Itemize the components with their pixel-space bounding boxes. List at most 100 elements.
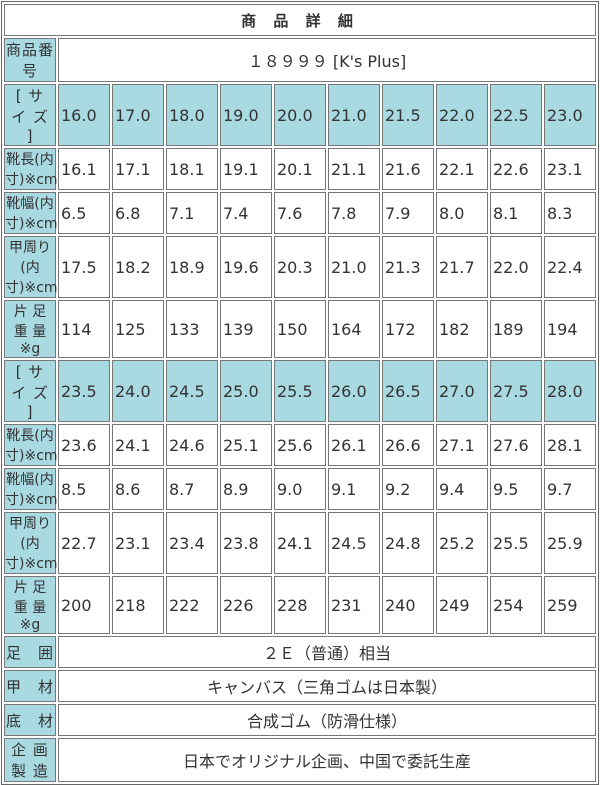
measurement-label: 片 足 重 量 ※g (4, 576, 56, 634)
measurement-label: 甲周り(内寸)※cm (4, 512, 58, 574)
detail-row: 企 画 製 造日本でオリジナル企画、中国で委託生産 (4, 738, 596, 782)
measurement-cell: 23.4 (166, 512, 218, 574)
measurement-cell: 26.6 (382, 424, 434, 466)
detail-row: 足 囲 ２Ｅ（普通）相当 (4, 636, 596, 668)
detail-value: ２Ｅ（普通）相当 (58, 636, 596, 668)
measurement-cell: 139 (220, 300, 272, 358)
measurement-label: 甲周り(内寸)※cm (4, 236, 58, 298)
measurement-cell: 21.1 (328, 148, 380, 190)
measurement-cell: 200 (58, 576, 110, 634)
measurement-cell: 26.1 (328, 424, 380, 466)
measurement-cell: 9.1 (328, 468, 380, 510)
measurement-cell: 22.0 (490, 236, 542, 298)
measurement-cell: 249 (436, 576, 488, 634)
measurement-cell: 8.1 (490, 192, 542, 234)
size-cell: 21.0 (328, 84, 380, 146)
product-number-value: １８９９９ [K's Plus] (58, 38, 596, 82)
measurement-cell: 7.6 (274, 192, 326, 234)
measurement-label: 靴幅(内寸)※cm (4, 468, 58, 510)
measurement-cell: 114 (58, 300, 110, 358)
measurement-label: 靴長(内寸)※cm (4, 424, 58, 466)
measurement-cell: 222 (166, 576, 218, 634)
measurement-cell: 6.5 (58, 192, 110, 234)
detail-label: 甲 材 (4, 670, 56, 702)
measurement-row: 甲周り(内寸)※cm 17.5 18.2 18.9 19.6 20.3 21.0 21.3 21… (4, 236, 596, 298)
size-cell: 25.0 (220, 360, 272, 422)
size-cell: 27.5 (490, 360, 542, 422)
size-cell: 23.5 (58, 360, 110, 422)
measurement-row: 靴長(内寸)※cm 23.6 24.1 24.6 25.1 25.6 26.1 26.6 27.… (4, 424, 596, 466)
measurement-cell: 7.1 (166, 192, 218, 234)
measurement-cell: 9.4 (436, 468, 488, 510)
measurement-cell: 27.6 (490, 424, 542, 466)
measurement-cell: 25.6 (274, 424, 326, 466)
detail-label: 足 囲 (4, 636, 56, 668)
measurement-cell: 19.6 (220, 236, 272, 298)
measurement-cell: 150 (274, 300, 326, 358)
product-number-row: 商品番号 １８９９９ [K's Plus] (4, 38, 596, 82)
detail-label: 企 画 製 造 (4, 738, 56, 782)
size-cell: 22.5 (490, 84, 542, 146)
measurement-cell: 21.6 (382, 148, 434, 190)
measurement-cell: 24.8 (382, 512, 434, 574)
measurement-cell: 22.7 (58, 512, 110, 574)
measurement-cell: 164 (328, 300, 380, 358)
measurement-cell: 8.7 (166, 468, 218, 510)
size-cell: 25.5 (274, 360, 326, 422)
table-title: 商 品 詳 細 (4, 4, 596, 36)
measurement-cell: 24.1 (274, 512, 326, 574)
measurement-cell: 19.1 (220, 148, 272, 190)
size-cell: 21.5 (382, 84, 434, 146)
detail-value: 合成ゴム（防滑仕様） (58, 704, 596, 736)
measurement-cell: 172 (382, 300, 434, 358)
measurement-cell: 182 (436, 300, 488, 358)
measurement-cell: 17.5 (58, 236, 110, 298)
measurement-cell: 21.7 (436, 236, 488, 298)
measurement-row: 靴幅(内寸)※cm 8.5 8.6 8.7 8.9 9.0 9.1 9.2 9.4 9.5 9.7 (4, 468, 596, 510)
measurement-cell: 23.1 (544, 148, 596, 190)
measurement-row: 靴長(内寸)※cm 16.1 17.1 18.1 19.1 20.1 21.1 21.6 22.… (4, 148, 596, 190)
size-cell: 17.0 (112, 84, 164, 146)
title-row: 商 品 詳 細 (4, 4, 596, 36)
measurement-cell: 7.9 (382, 192, 434, 234)
measurement-label: 靴長(内寸)※cm (4, 148, 58, 190)
measurement-cell: 189 (490, 300, 542, 358)
measurement-cell: 259 (544, 576, 596, 634)
measurement-cell: 231 (328, 576, 380, 634)
measurement-cell: 18.2 (112, 236, 164, 298)
measurement-cell: 21.0 (328, 236, 380, 298)
measurement-cell: 226 (220, 576, 272, 634)
detail-label: 底 材 (4, 704, 56, 736)
measurement-cell: 8.6 (112, 468, 164, 510)
measurement-cell: 218 (112, 576, 164, 634)
measurement-row: 片 足 重 量 ※g 200 218 222 226 228 231 240 249 254 259 (4, 576, 596, 634)
measurement-cell: 8.0 (436, 192, 488, 234)
size-cell: 26.0 (328, 360, 380, 422)
detail-value: キャンバス（三角ゴムは日本製） (58, 670, 596, 702)
size-cell: 23.0 (544, 84, 596, 146)
measurement-cell: 6.8 (112, 192, 164, 234)
size-label: [ サ イ ズ ] (4, 84, 56, 146)
measurement-cell: 8.5 (58, 468, 110, 510)
measurement-cell: 8.9 (220, 468, 272, 510)
measurement-cell: 22.4 (544, 236, 596, 298)
measurement-cell: 9.5 (490, 468, 542, 510)
measurement-cell: 18.1 (166, 148, 218, 190)
size-cell: 22.0 (436, 84, 488, 146)
measurement-cell: 20.3 (274, 236, 326, 298)
size-label: [ サ イ ズ ] (4, 360, 56, 422)
measurement-cell: 133 (166, 300, 218, 358)
measurement-cell: 8.3 (544, 192, 596, 234)
size-cell: 18.0 (166, 84, 218, 146)
measurement-cell: 25.2 (436, 512, 488, 574)
measurement-cell: 254 (490, 576, 542, 634)
measurement-cell: 23.1 (112, 512, 164, 574)
size-cell: 16.0 (58, 84, 110, 146)
measurement-cell: 9.2 (382, 468, 434, 510)
measurement-cell: 7.8 (328, 192, 380, 234)
detail-value: 日本でオリジナル企画、中国で委託生産 (58, 738, 596, 782)
size-cell: 28.0 (544, 360, 596, 422)
measurement-label: 靴幅(内寸)※cm (4, 192, 58, 234)
measurement-row: 靴幅(内寸)※cm 6.5 6.8 7.1 7.4 7.6 7.8 7.9 8.0 8.1 8.3 (4, 192, 596, 234)
